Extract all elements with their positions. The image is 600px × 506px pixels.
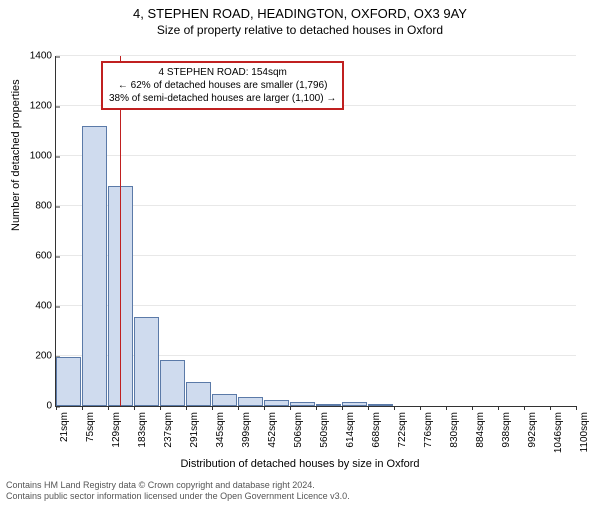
histogram-bar: [56, 357, 81, 406]
chart-title-main: 4, STEPHEN ROAD, HEADINGTON, OXFORD, OX3…: [0, 6, 600, 21]
plot-area: 4 STEPHEN ROAD: 154sqm ← 62% of detached…: [55, 56, 576, 407]
x-tick-label: 75sqm: [85, 410, 96, 442]
annotation-line-3: 38% of semi-detached houses are larger (…: [109, 92, 336, 105]
footer-line-2: Contains public sector information licen…: [6, 491, 350, 502]
y-tick-label: 200: [35, 351, 56, 362]
chart-title-sub: Size of property relative to detached ho…: [0, 23, 600, 37]
x-tick-mark: [134, 406, 135, 410]
x-tick-label: 345sqm: [215, 410, 226, 448]
x-tick-label: 399sqm: [241, 410, 252, 448]
x-tick-mark: [56, 406, 57, 410]
histogram-bar: [186, 382, 211, 406]
x-tick-label: 506sqm: [293, 410, 304, 448]
annotation-line-1: 4 STEPHEN ROAD: 154sqm: [109, 66, 336, 79]
x-tick-label: 938sqm: [501, 410, 512, 448]
y-axis-label: Number of detached properties: [10, 79, 22, 231]
grid-line: [56, 205, 576, 206]
x-tick-mark: [316, 406, 317, 410]
y-tick-label: 400: [35, 301, 56, 312]
x-tick-label: 776sqm: [423, 410, 434, 448]
histogram-bar: [316, 404, 341, 407]
x-tick-label: 183sqm: [137, 410, 148, 448]
x-tick-label: 1100sqm: [579, 410, 590, 452]
x-tick-mark: [82, 406, 83, 410]
x-tick-label: 560sqm: [319, 410, 330, 448]
y-tick-label: 1400: [30, 51, 56, 62]
x-tick-mark: [342, 406, 343, 410]
x-tick-label: 722sqm: [397, 410, 408, 448]
histogram-bar: [290, 402, 315, 407]
y-tick-label: 1000: [30, 151, 56, 162]
footer-line-1: Contains HM Land Registry data © Crown c…: [6, 480, 350, 491]
x-tick-mark: [186, 406, 187, 410]
grid-line: [56, 55, 576, 56]
annotation-line-2: ← 62% of detached houses are smaller (1,…: [109, 79, 336, 92]
x-tick-label: 129sqm: [111, 410, 122, 448]
histogram-bar: [160, 360, 185, 406]
x-tick-label: 614sqm: [345, 410, 356, 448]
x-tick-label: 884sqm: [475, 410, 486, 448]
x-tick-label: 1046sqm: [553, 410, 564, 453]
y-tick-label: 800: [35, 201, 56, 212]
chart-container: 4, STEPHEN ROAD, HEADINGTON, OXFORD, OX3…: [0, 6, 600, 506]
footer-attribution: Contains HM Land Registry data © Crown c…: [6, 480, 350, 502]
y-tick-label: 0: [46, 401, 56, 412]
x-tick-mark: [576, 406, 577, 410]
x-tick-label: 21sqm: [59, 410, 70, 442]
x-tick-mark: [420, 406, 421, 410]
x-tick-mark: [108, 406, 109, 410]
marker-annotation: 4 STEPHEN ROAD: 154sqm ← 62% of detached…: [101, 61, 344, 110]
histogram-bar: [82, 126, 107, 406]
x-tick-mark: [498, 406, 499, 410]
x-tick-label: 452sqm: [267, 410, 278, 448]
x-tick-label: 291sqm: [189, 410, 200, 448]
x-tick-mark: [290, 406, 291, 410]
grid-line: [56, 255, 576, 256]
x-tick-mark: [160, 406, 161, 410]
x-tick-mark: [264, 406, 265, 410]
histogram-bar: [264, 400, 289, 406]
x-tick-mark: [550, 406, 551, 410]
histogram-bar: [342, 402, 367, 407]
y-tick-label: 600: [35, 251, 56, 262]
x-tick-label: 992sqm: [527, 410, 538, 448]
x-tick-mark: [446, 406, 447, 410]
x-axis-label: Distribution of detached houses by size …: [0, 458, 600, 470]
histogram-bar: [238, 397, 263, 406]
histogram-bar: [134, 317, 159, 406]
x-tick-mark: [524, 406, 525, 410]
x-tick-label: 237sqm: [163, 410, 174, 448]
x-tick-mark: [368, 406, 369, 410]
x-tick-mark: [212, 406, 213, 410]
x-tick-mark: [394, 406, 395, 410]
grid-line: [56, 305, 576, 306]
histogram-bar: [212, 394, 237, 407]
x-tick-mark: [472, 406, 473, 410]
y-tick-label: 1200: [30, 101, 56, 112]
grid-line: [56, 155, 576, 156]
x-tick-label: 830sqm: [449, 410, 460, 448]
x-tick-mark: [238, 406, 239, 410]
x-tick-label: 668sqm: [371, 410, 382, 448]
histogram-bar: [368, 404, 393, 406]
